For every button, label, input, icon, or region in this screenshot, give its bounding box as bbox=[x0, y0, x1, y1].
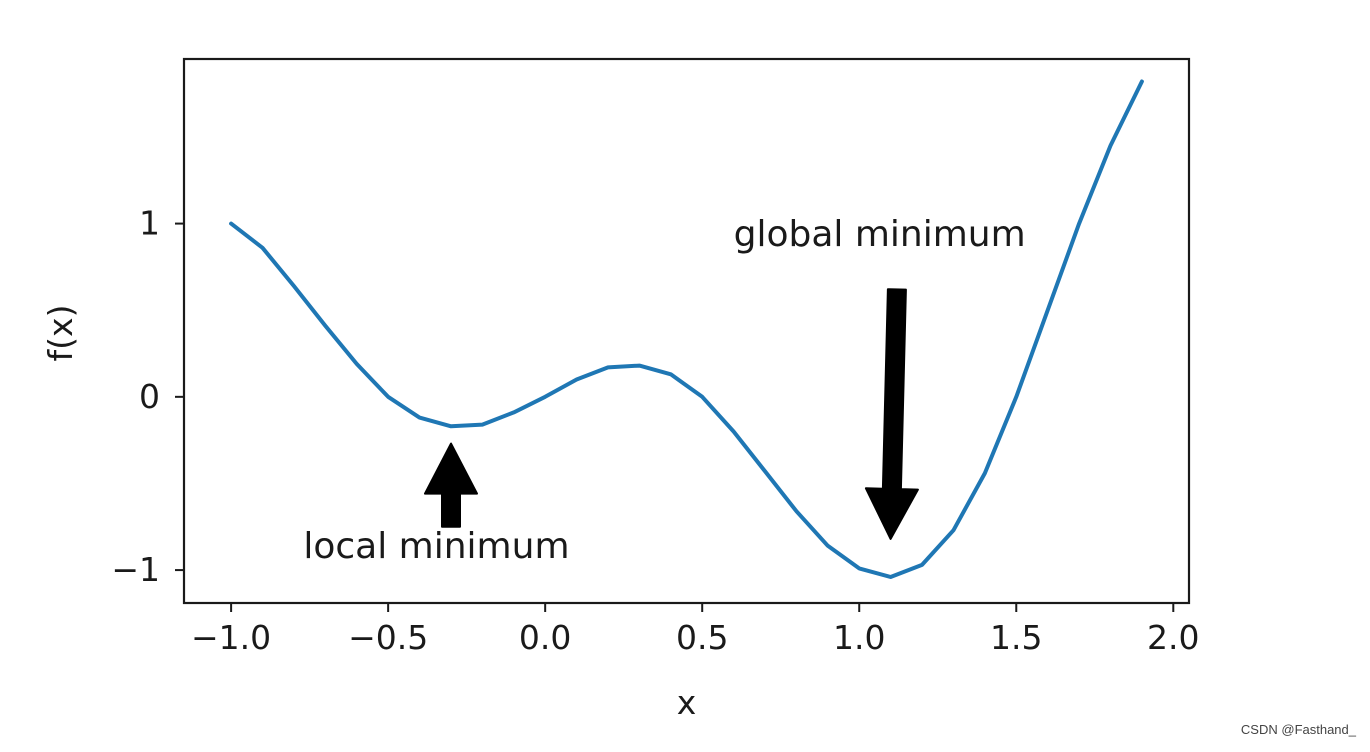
data-point bbox=[1108, 143, 1112, 147]
data-point bbox=[700, 395, 704, 399]
x-tick-label: 0.0 bbox=[519, 618, 571, 657]
y-tick-label: −1 bbox=[111, 550, 160, 589]
data-point bbox=[292, 284, 296, 288]
data-point bbox=[1077, 221, 1081, 225]
x-axis-label: x bbox=[677, 683, 697, 722]
data-point bbox=[669, 372, 673, 376]
data-point bbox=[386, 395, 390, 399]
data-point bbox=[888, 575, 892, 579]
data-point bbox=[323, 324, 327, 328]
data-point bbox=[1014, 395, 1018, 399]
y-axis-label: f(x) bbox=[41, 305, 80, 362]
series-line bbox=[231, 82, 1142, 578]
data-point bbox=[1045, 308, 1049, 312]
y-tick-label: 1 bbox=[139, 204, 160, 243]
data-point bbox=[355, 362, 359, 366]
data-point bbox=[983, 471, 987, 475]
data-point bbox=[1140, 79, 1144, 83]
data-point bbox=[512, 410, 516, 414]
x-tick-label: 1.5 bbox=[990, 618, 1042, 657]
data-point bbox=[543, 395, 547, 399]
data-point bbox=[731, 429, 735, 433]
data-point bbox=[857, 566, 861, 570]
data-point bbox=[417, 415, 421, 419]
data-point bbox=[229, 221, 233, 225]
y-tick-label: 0 bbox=[139, 377, 160, 416]
data-point bbox=[920, 563, 924, 567]
x-tick-label: 1.0 bbox=[833, 618, 885, 657]
x-tick-label: 2.0 bbox=[1147, 618, 1199, 657]
data-point bbox=[826, 544, 830, 548]
x-tick-label: −1.0 bbox=[191, 618, 271, 657]
watermark-text: CSDN @Fasthand_ bbox=[1241, 722, 1356, 737]
annotation-arrow bbox=[866, 289, 918, 539]
data-point bbox=[606, 365, 610, 369]
annotation-label: local minimum bbox=[303, 526, 569, 567]
annotation-arrow bbox=[425, 444, 477, 527]
data-point bbox=[794, 509, 798, 513]
data-point bbox=[574, 377, 578, 381]
annotation-label: global minimum bbox=[734, 214, 1026, 255]
x-tick-label: 0.5 bbox=[676, 618, 728, 657]
data-point bbox=[637, 363, 641, 367]
data-point bbox=[260, 246, 264, 250]
data-point bbox=[951, 528, 955, 532]
x-tick-label: −0.5 bbox=[348, 618, 428, 657]
data-point bbox=[480, 422, 484, 426]
data-point bbox=[449, 424, 453, 428]
data-point bbox=[763, 469, 767, 473]
